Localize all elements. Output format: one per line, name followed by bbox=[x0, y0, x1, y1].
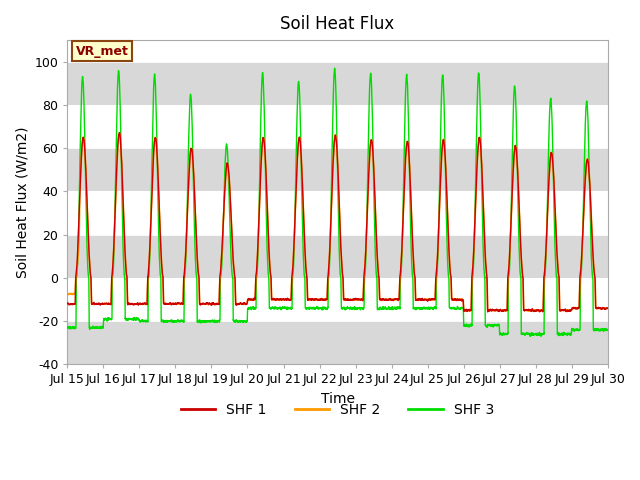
X-axis label: Time: Time bbox=[321, 392, 355, 406]
Text: VR_met: VR_met bbox=[76, 45, 129, 58]
Title: Soil Heat Flux: Soil Heat Flux bbox=[280, 15, 395, 33]
Bar bbox=[67, 62, 607, 105]
Bar bbox=[67, 192, 607, 235]
Bar bbox=[67, 321, 607, 364]
Legend: SHF 1, SHF 2, SHF 3: SHF 1, SHF 2, SHF 3 bbox=[175, 397, 500, 422]
Bar bbox=[67, 278, 607, 321]
Bar bbox=[67, 148, 607, 192]
Bar bbox=[67, 105, 607, 148]
Y-axis label: Soil Heat Flux (W/m2): Soil Heat Flux (W/m2) bbox=[15, 127, 29, 278]
Bar bbox=[67, 235, 607, 278]
